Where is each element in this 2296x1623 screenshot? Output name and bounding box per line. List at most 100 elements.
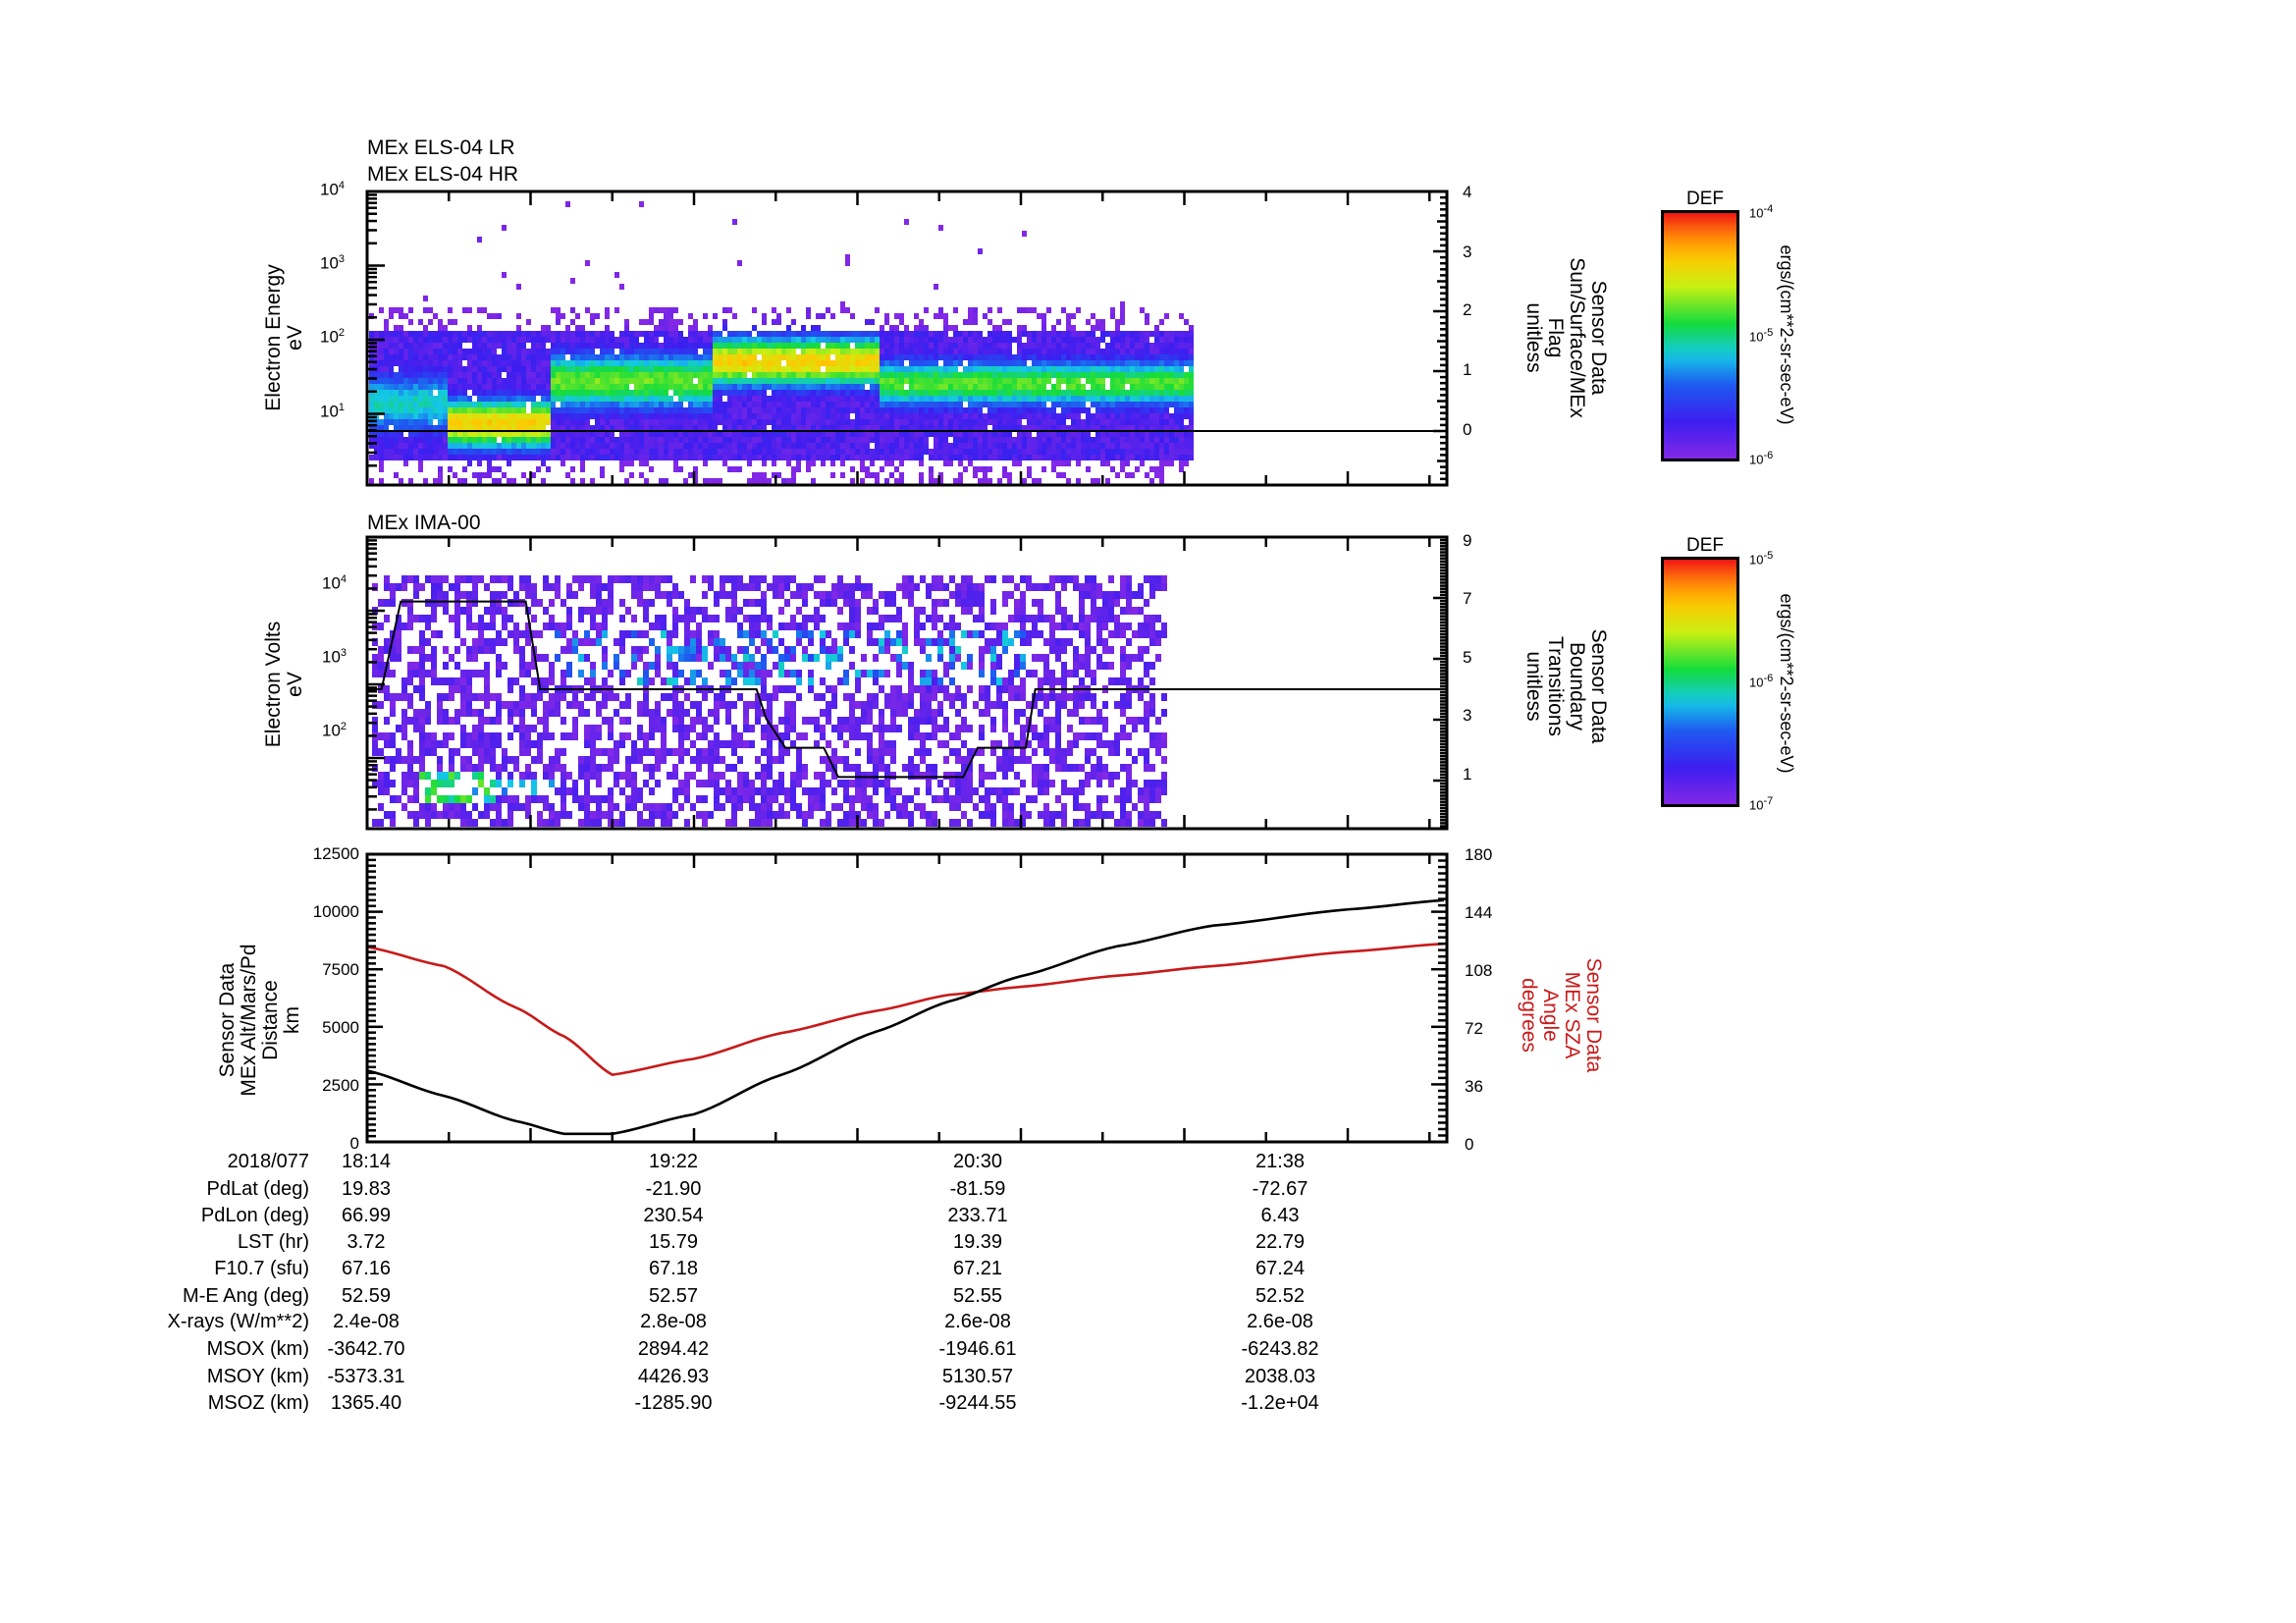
ephemeris-row: MSOY (km) -5373.31 4426.93 5130.57 2038.03 xyxy=(0,1364,1472,1390)
ima-rtick-5: 5 xyxy=(1463,648,1472,667)
els-colorbar-min: 10-6 xyxy=(1749,450,1774,467)
els-right-axis-label: Sensor Data Sun/Surface/MEx Flag unitles… xyxy=(1522,220,1610,456)
ephemeris-cell: 1365.40 xyxy=(330,1392,402,1414)
ephemeris-cell: 2.6e-08 xyxy=(944,1311,1011,1332)
ephemeris-cell: -5373.31 xyxy=(327,1366,405,1387)
els-y-axis-label: Electron Energy eV xyxy=(262,240,306,436)
orbit-ytick-0: 0 xyxy=(349,1134,359,1153)
ephemeris-cell: 19:22 xyxy=(648,1151,699,1172)
ephemeris-cell: 20:30 xyxy=(952,1151,1003,1172)
ima-right-label-line3: Transitions xyxy=(1544,636,1567,736)
ephemeris-cell: 67.16 xyxy=(341,1258,392,1279)
ima-title: MEx IMA-00 xyxy=(367,512,481,534)
ephemeris-cell: -1946.61 xyxy=(938,1338,1017,1360)
ima-right-label-line1: Sensor Data xyxy=(1587,628,1610,744)
orbit-ytick-2500: 2500 xyxy=(322,1076,359,1095)
ima-spectrogram-plot xyxy=(365,535,1449,831)
ephemeris-cell: -6243.82 xyxy=(1241,1338,1319,1360)
ima-rtick-7: 7 xyxy=(1463,589,1472,608)
els-right-label-line2: Sun/Surface/MEx xyxy=(1566,257,1588,418)
ephemeris-cell: 67.18 xyxy=(648,1258,699,1279)
ima-rtick-3: 3 xyxy=(1463,706,1472,725)
ephemeris-row: MSOZ (km) 1365.40 -1285.90 -9244.55 -1.2e+04 xyxy=(0,1390,1472,1417)
ima-ytick-1e3: 103 xyxy=(322,647,347,667)
ima-ytick-1e4: 104 xyxy=(322,573,347,593)
orbit-rtick-144: 144 xyxy=(1465,903,1493,922)
orbit-y-label-line1: Sensor Data xyxy=(216,962,239,1078)
ephemeris-row-label: X-rays (W/m**2) xyxy=(167,1311,309,1332)
ephemeris-cell: 2894.42 xyxy=(637,1338,710,1360)
ima-colorbar-max: 10-5 xyxy=(1749,550,1774,568)
ima-colorbar-mid: 10-6 xyxy=(1749,673,1774,690)
ephemeris-cell: -3642.70 xyxy=(327,1338,405,1360)
ephemeris-cell: 67.24 xyxy=(1255,1258,1306,1279)
ima-y-axis-label-line1: Electron Volts xyxy=(262,621,285,748)
orbit-right-label-line2: MEx SZA xyxy=(1561,971,1583,1059)
ephemeris-cell: -72.67 xyxy=(1252,1178,1308,1200)
els-rtick-1: 1 xyxy=(1463,360,1472,379)
ephemeris-cell: 230.54 xyxy=(643,1205,704,1226)
ephemeris-row-label: M-E Ang (deg) xyxy=(183,1285,309,1307)
orbit-y-axis-label: Sensor Data MEx Alt/Mars/Pd Distance km xyxy=(216,893,303,1148)
els-ytick-1e2: 102 xyxy=(320,327,346,347)
els-title-hr: MEx ELS-04 HR xyxy=(367,163,519,186)
ephemeris-cell: -21.90 xyxy=(645,1178,702,1200)
els-colorbar-max: 10-4 xyxy=(1749,203,1774,221)
ephemeris-cell: 19.83 xyxy=(341,1178,392,1200)
ephemeris-cell: -1.2e+04 xyxy=(1241,1392,1319,1414)
ephemeris-row: PdLon (deg) 66.99 230.54 233.71 6.43 xyxy=(0,1203,1472,1229)
orbit-rtick-72: 72 xyxy=(1465,1019,1483,1038)
ephemeris-cell: 4426.93 xyxy=(637,1366,710,1387)
ephemeris-cell: 22.79 xyxy=(1255,1231,1306,1253)
els-ytick-1e3: 103 xyxy=(320,253,346,273)
orbit-rtick-180: 180 xyxy=(1465,845,1493,864)
els-colorbar-mid: 10-5 xyxy=(1749,327,1774,345)
els-title-lr: MEx ELS-04 LR xyxy=(367,136,515,159)
ephemeris-row-label: MSOY (km) xyxy=(206,1366,309,1387)
orbit-y-label-line3: Distance xyxy=(259,980,282,1060)
ephemeris-cell: 5130.57 xyxy=(941,1366,1014,1387)
ima-right-axis-label: Sensor Data Boundary Transitions unitles… xyxy=(1522,568,1610,804)
ephemeris-row-label: MSOX (km) xyxy=(206,1338,309,1360)
ephemeris-cell: 2.8e-08 xyxy=(640,1311,707,1332)
els-spectrogram-plot xyxy=(365,189,1449,487)
ephemeris-row-label: MSOZ (km) xyxy=(207,1392,309,1414)
ephemeris-cell: -1285.90 xyxy=(634,1392,713,1414)
ephemeris-cell: 52.59 xyxy=(341,1285,392,1307)
ephemeris-cell: 2.6e-08 xyxy=(1247,1311,1313,1332)
orbit-right-label-line1: Sensor Data xyxy=(1582,957,1605,1073)
ephemeris-cell: 15.79 xyxy=(648,1231,699,1253)
ephemeris-table: 2018/077 18:14 19:22 20:30 21:38 PdLat (deg) 1… xyxy=(0,1149,1472,1434)
els-right-label-line4: unitless xyxy=(1522,302,1545,373)
ima-colorbar-min: 10-7 xyxy=(1749,795,1774,813)
orbit-right-label-line4: degrees xyxy=(1518,978,1540,1053)
ephemeris-cell: 18:14 xyxy=(341,1151,392,1172)
orbit-right-label-line3: Angle xyxy=(1539,989,1562,1042)
ephemeris-row: M-E Ang (deg) 52.59 52.57 52.55 52.52 xyxy=(0,1283,1472,1310)
ephemeris-cell: 52.52 xyxy=(1255,1285,1306,1307)
ima-colorbar xyxy=(1661,557,1739,807)
ephemeris-row-label: LST (hr) xyxy=(238,1231,309,1253)
orbit-right-axis-label: Sensor Data MEx SZA Angle degrees xyxy=(1518,897,1605,1133)
ephemeris-cell: -81.59 xyxy=(949,1178,1006,1200)
orbit-ytick-12500: 12500 xyxy=(312,844,359,863)
els-ytick-1e1: 101 xyxy=(320,402,346,421)
els-rtick-4: 4 xyxy=(1463,183,1472,201)
ephemeris-cell: 67.21 xyxy=(952,1258,1003,1279)
els-rtick-3: 3 xyxy=(1463,243,1472,261)
els-colorbar-title: DEF xyxy=(1686,189,1724,209)
els-rtick-0: 0 xyxy=(1463,420,1472,439)
ephemeris-row: MSOX (km) -3642.70 2894.42 -1946.61 -6243.82 xyxy=(0,1336,1472,1363)
ephemeris-row-label: 2018/077 xyxy=(227,1151,309,1172)
ephemeris-cell: 52.57 xyxy=(648,1285,699,1307)
ima-y-axis-label-line2: eV xyxy=(284,672,306,697)
ephemeris-cell: 2.4e-08 xyxy=(333,1311,400,1332)
els-colorbar xyxy=(1661,210,1739,461)
orbit-ytick-5000: 5000 xyxy=(322,1018,359,1037)
ephemeris-cell: 66.99 xyxy=(341,1205,392,1226)
ephemeris-cell: -9244.55 xyxy=(938,1392,1017,1414)
ephemeris-row-label: PdLat (deg) xyxy=(206,1178,309,1200)
els-y-axis-label-line2: eV xyxy=(284,325,306,351)
ephemeris-cell: 21:38 xyxy=(1255,1151,1306,1172)
els-y-axis-label-line1: Electron Energy xyxy=(262,264,285,411)
